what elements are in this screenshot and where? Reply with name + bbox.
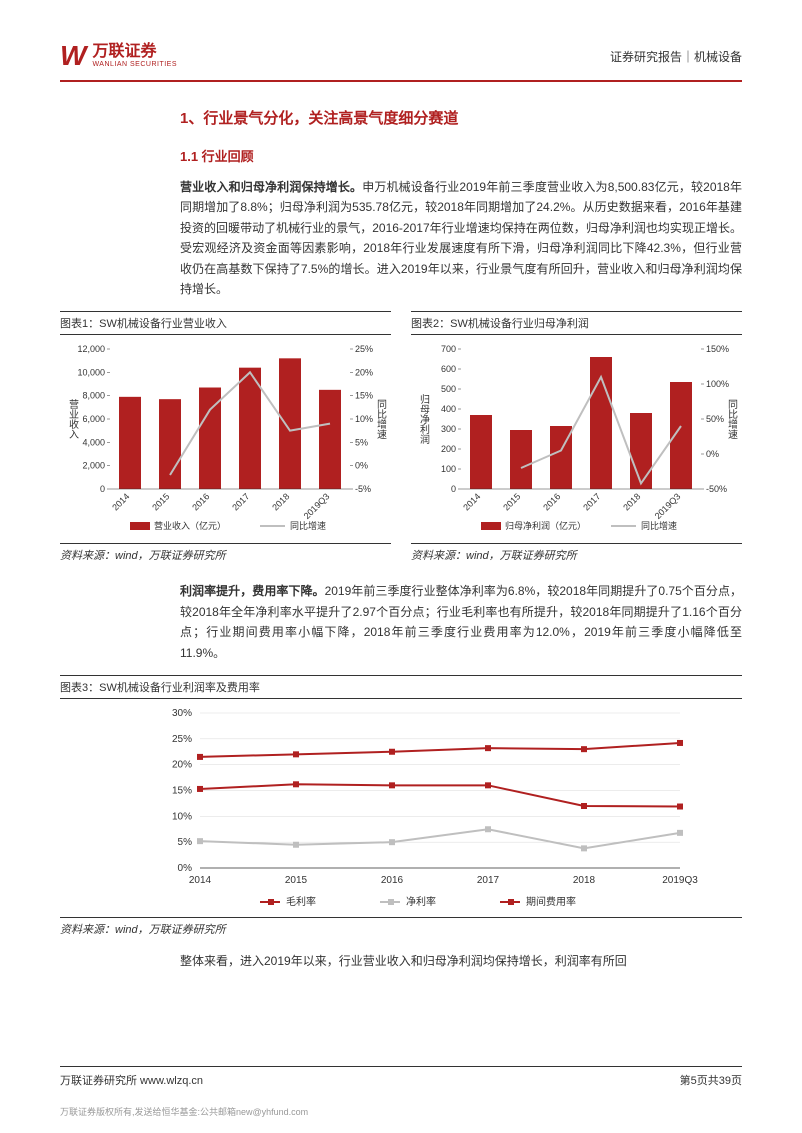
svg-text:150%: 150%: [706, 344, 729, 354]
svg-text:2015: 2015: [501, 492, 522, 513]
svg-text:5%: 5%: [178, 837, 193, 848]
svg-text:0%: 0%: [178, 863, 193, 874]
svg-text:2017: 2017: [581, 492, 602, 513]
svg-text:期间费用率: 期间费用率: [526, 895, 576, 908]
svg-text:2018: 2018: [573, 875, 596, 886]
chart-2-title: 图表2：SW机械设备行业归母净利润: [411, 311, 742, 335]
svg-text:25%: 25%: [355, 344, 373, 354]
svg-text:-5%: -5%: [355, 484, 371, 494]
svg-text:同比增速: 同比增速: [641, 520, 677, 531]
svg-text:2014: 2014: [461, 492, 482, 513]
svg-text:100: 100: [441, 464, 456, 474]
svg-text:毛利率: 毛利率: [286, 895, 316, 908]
chart-1-title: 图表1：SW机械设备行业营业收入: [60, 311, 391, 335]
svg-text:2,000: 2,000: [82, 461, 105, 471]
chart-3-source: 资料来源：wind，万联证券研究所: [60, 917, 742, 937]
svg-text:2018: 2018: [270, 492, 291, 513]
logo-cn: 万联证券: [92, 43, 177, 61]
chart-2: 0 100 200 300 400 500 600 700 -50% 0% 50% 100% 150% 2…: [411, 339, 741, 539]
svg-text:400: 400: [441, 404, 456, 414]
svg-text:2019Q3: 2019Q3: [662, 875, 698, 886]
svg-text:600: 600: [441, 364, 456, 374]
svg-text:0%: 0%: [706, 449, 719, 459]
footer-left: 万联证券研究所 www.wlzq.cn: [60, 1072, 203, 1088]
svg-text:20%: 20%: [355, 368, 373, 378]
svg-text:4,000: 4,000: [82, 438, 105, 448]
svg-text:营业收入（亿元）: 营业收入（亿元）: [154, 520, 226, 531]
svg-text:2015: 2015: [285, 875, 308, 886]
svg-text:2019Q3: 2019Q3: [302, 492, 332, 522]
footer-disclaimer: 万联证券版权所有,发送给恒华基金:公共邮箱new@yhfund.com: [60, 1105, 308, 1118]
svg-text:300: 300: [441, 424, 456, 434]
chart-2-container: 图表2：SW机械设备行业归母净利润 0 100 200 300 400 500 600 700…: [411, 311, 742, 539]
svg-text:50%: 50%: [706, 414, 724, 424]
page-header: W 万联证券 WANLIAN SECURITIES 证券研究报告｜机械设备: [60, 40, 742, 82]
svg-text:10%: 10%: [172, 811, 192, 822]
logo-en: WANLIAN SECURITIES: [92, 61, 177, 69]
chart-3-title: 图表3：SW机械设备行业利润率及费用率: [60, 675, 742, 699]
svg-text:2014: 2014: [189, 875, 212, 886]
page-footer: 万联证券研究所 www.wlzq.cn 第5页共39页: [60, 1066, 742, 1088]
svg-text:25%: 25%: [172, 734, 192, 745]
svg-text:净利率: 净利率: [406, 895, 436, 908]
chart-3: 0% 5% 10% 15% 20% 25% 30% 2014 2015 2016 2017 2018 2…: [60, 703, 740, 913]
section-heading-2: 1.1 行业回顾: [180, 146, 742, 165]
svg-text:30%: 30%: [172, 708, 192, 719]
paragraph-2-lead: 利润率提升，费用率下降。: [180, 584, 325, 598]
svg-text:2017: 2017: [230, 492, 251, 513]
logo: W 万联证券 WANLIAN SECURITIES: [60, 40, 177, 72]
svg-text:2019Q3: 2019Q3: [653, 492, 683, 522]
logo-mark: W: [60, 40, 86, 72]
svg-text:0: 0: [451, 484, 456, 494]
svg-text:12,000: 12,000: [77, 344, 105, 354]
svg-text:500: 500: [441, 384, 456, 394]
svg-text:归母净利润（亿元）: 归母净利润（亿元）: [505, 520, 586, 531]
svg-text:2014: 2014: [110, 492, 131, 513]
chart-2-source: 资料来源：wind，万联证券研究所: [411, 543, 742, 563]
svg-text:2018: 2018: [621, 492, 642, 513]
chart-1-container: 图表1：SW机械设备行业营业收入 0 2,000 4,000 6,000 8,000 10…: [60, 311, 391, 539]
svg-text:10%: 10%: [355, 414, 373, 424]
svg-text:15%: 15%: [172, 785, 192, 796]
svg-text:100%: 100%: [706, 379, 729, 389]
paragraph-1-lead: 营业收入和归母净利润保持增长。: [180, 180, 362, 194]
paragraph-2: 利润率提升，费用率下降。2019年前三季度行业整体净利率为6.8%，较2018年…: [180, 581, 742, 663]
svg-text:2016: 2016: [541, 492, 562, 513]
svg-text:20%: 20%: [172, 760, 192, 771]
chart-1: 0 2,000 4,000 6,000 8,000 10,000 12,000 -5% 0% 5%…: [60, 339, 390, 539]
svg-text:8,000: 8,000: [82, 391, 105, 401]
paragraph-1-body: 申万机械设备行业2019年前三季度营业收入为8,500.83亿元，较2018年同…: [180, 180, 742, 296]
svg-text:2016: 2016: [381, 875, 404, 886]
svg-text:0: 0: [100, 484, 105, 494]
chart-1-source: 资料来源：wind，万联证券研究所: [60, 543, 391, 563]
svg-text:6,000: 6,000: [82, 414, 105, 424]
svg-text:同比增速: 同比增速: [290, 520, 326, 531]
paragraph-3: 整体来看，进入2019年以来，行业营业收入和归母净利润均保持增长，利润率有所回: [180, 951, 742, 971]
svg-text:10,000: 10,000: [77, 368, 105, 378]
svg-text:2016: 2016: [190, 492, 211, 513]
footer-right: 第5页共39页: [680, 1072, 742, 1088]
svg-text:700: 700: [441, 344, 456, 354]
svg-text:营业收入: 营业收入: [67, 398, 79, 439]
svg-text:15%: 15%: [355, 391, 373, 401]
svg-text:200: 200: [441, 444, 456, 454]
paragraph-1: 营业收入和归母净利润保持增长。申万机械设备行业2019年前三季度营业收入为8,5…: [180, 177, 742, 299]
chart-3-container: 图表3：SW机械设备行业利润率及费用率 0% 5% 10% 15% 20% 25% 30% 2…: [60, 675, 742, 937]
header-category: 证券研究报告｜机械设备: [610, 48, 742, 65]
svg-text:2017: 2017: [477, 875, 500, 886]
section-heading-1: 1、行业景气分化，关注高景气度细分赛道: [180, 107, 742, 128]
svg-text:0%: 0%: [355, 461, 368, 471]
svg-text:归母净利润: 归母净利润: [418, 393, 430, 444]
svg-text:同比增速: 同比增速: [375, 399, 387, 439]
svg-text:5%: 5%: [355, 438, 368, 448]
svg-text:2015: 2015: [150, 492, 171, 513]
svg-text:-50%: -50%: [706, 484, 727, 494]
svg-text:同比增速: 同比增速: [726, 399, 738, 439]
